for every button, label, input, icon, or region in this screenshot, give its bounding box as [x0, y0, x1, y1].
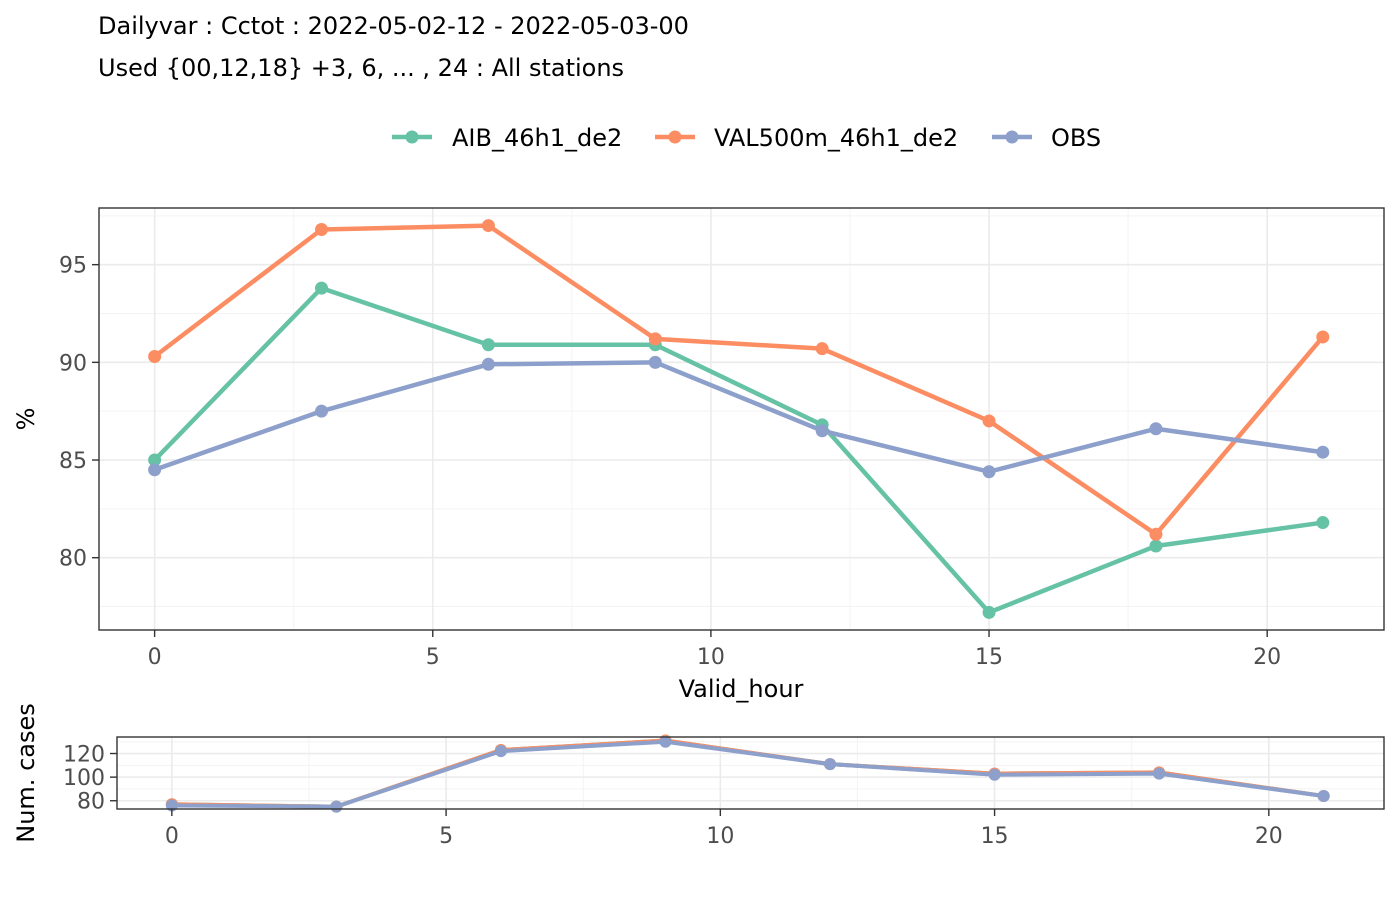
legend: AIB_46h1_de2 VAL500m_46h1_de2 OBS [392, 124, 1101, 152]
cases-grid [117, 737, 1384, 809]
data-point-obs [330, 800, 343, 813]
data-point-obs [148, 463, 162, 477]
data-point-val500m-46h1-de2 [1149, 527, 1163, 541]
x-tick-label: 5 [426, 645, 440, 670]
legend-key-point [405, 130, 419, 144]
main-plot-panel: 0 5 10 15 20 80 85 90 95 [59, 207, 1385, 670]
main-y-axis-title: % [12, 408, 40, 431]
main-series-layer [148, 219, 1330, 619]
x-tick-label: 15 [981, 824, 1009, 849]
x-tick-label: 10 [697, 645, 725, 670]
data-point-obs [1153, 767, 1166, 780]
data-point-aib-46h1-de2 [1316, 516, 1330, 530]
legend-key-point [1005, 130, 1019, 144]
data-point-obs [1149, 422, 1163, 436]
series-line-aib-46h1-de2 [152, 285, 1326, 615]
data-point-obs [982, 465, 996, 479]
chart-subtitle: Used {00,12,18} +3, 6, ... , 24 : All st… [98, 54, 624, 82]
legend-item: VAL500m_46h1_de2 [655, 124, 958, 152]
data-point-val500m-46h1-de2 [815, 342, 829, 356]
legend-item: AIB_46h1_de2 [392, 124, 622, 152]
cases-panel-border [116, 736, 1385, 810]
series-line-obs [152, 360, 1326, 474]
data-point-obs [481, 357, 495, 371]
main-grid [99, 208, 1384, 630]
data-point-val500m-46h1-de2 [1316, 330, 1330, 344]
data-point-aib-46h1-de2 [1149, 539, 1163, 553]
data-point-obs [815, 424, 829, 438]
legend-label: AIB_46h1_de2 [452, 124, 622, 152]
data-point-obs [659, 735, 672, 748]
data-point-aib-46h1-de2 [148, 453, 162, 467]
data-point-val500m-46h1-de2 [315, 222, 329, 236]
y-tick-label: 80 [77, 790, 105, 815]
main-panel-border [98, 207, 1385, 631]
legend-item: OBS [992, 124, 1101, 152]
x-tick-label: 0 [165, 824, 179, 849]
chart-title: Dailyvar : Cctot : 2022-05-02-12 - 2022-… [98, 12, 689, 40]
x-tick-label: 10 [706, 824, 734, 849]
data-point-aib-46h1-de2 [481, 338, 495, 352]
data-point-obs [988, 768, 1001, 781]
y-tick-label: 90 [59, 351, 87, 376]
y-tick-label: 95 [59, 254, 87, 279]
data-point-val500m-46h1-de2 [982, 414, 996, 428]
x-tick-label: 5 [439, 824, 453, 849]
y-tick-label: 80 [59, 547, 87, 572]
data-point-val500m-46h1-de2 [481, 219, 495, 233]
legend-label: VAL500m_46h1_de2 [714, 124, 958, 152]
data-point-obs [648, 355, 662, 369]
x-tick-label: 20 [1255, 824, 1283, 849]
data-point-obs [494, 745, 507, 758]
data-point-val500m-46h1-de2 [148, 349, 162, 363]
data-point-obs [824, 758, 837, 771]
cases-series-layer [165, 734, 1330, 813]
data-point-val500m-46h1-de2 [648, 332, 662, 346]
data-point-obs [315, 404, 329, 418]
cases-y-axis-title: Num. cases [12, 703, 40, 842]
series-line-obs [169, 739, 1326, 809]
data-point-obs [1317, 790, 1330, 803]
series-line-val500m-46h1-de2 [152, 223, 1326, 537]
y-tick-label: 120 [63, 743, 105, 768]
x-tick-label: 0 [148, 645, 162, 670]
data-point-aib-46h1-de2 [315, 281, 329, 295]
x-tick-label: 20 [1253, 645, 1281, 670]
legend-key-point [668, 130, 682, 144]
data-point-obs [1316, 445, 1330, 459]
y-tick-label: 85 [59, 449, 87, 474]
data-point-aib-46h1-de2 [982, 605, 996, 619]
x-tick-label: 15 [975, 645, 1003, 670]
legend-label: OBS [1051, 124, 1101, 152]
main-x-axis-title: Valid_hour [679, 675, 804, 703]
y-tick-label: 100 [63, 766, 105, 791]
main-axes: 0 5 10 15 20 80 85 90 95 [59, 254, 1281, 670]
